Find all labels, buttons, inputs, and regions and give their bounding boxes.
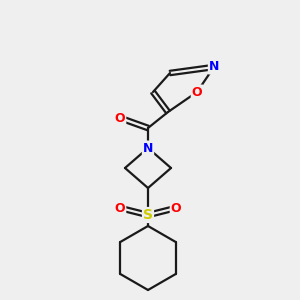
Text: N: N [143, 142, 153, 154]
Text: O: O [192, 85, 202, 98]
Text: N: N [209, 61, 219, 74]
Text: O: O [171, 202, 181, 214]
Text: O: O [115, 112, 125, 124]
Text: O: O [115, 202, 125, 214]
Text: S: S [143, 208, 153, 222]
